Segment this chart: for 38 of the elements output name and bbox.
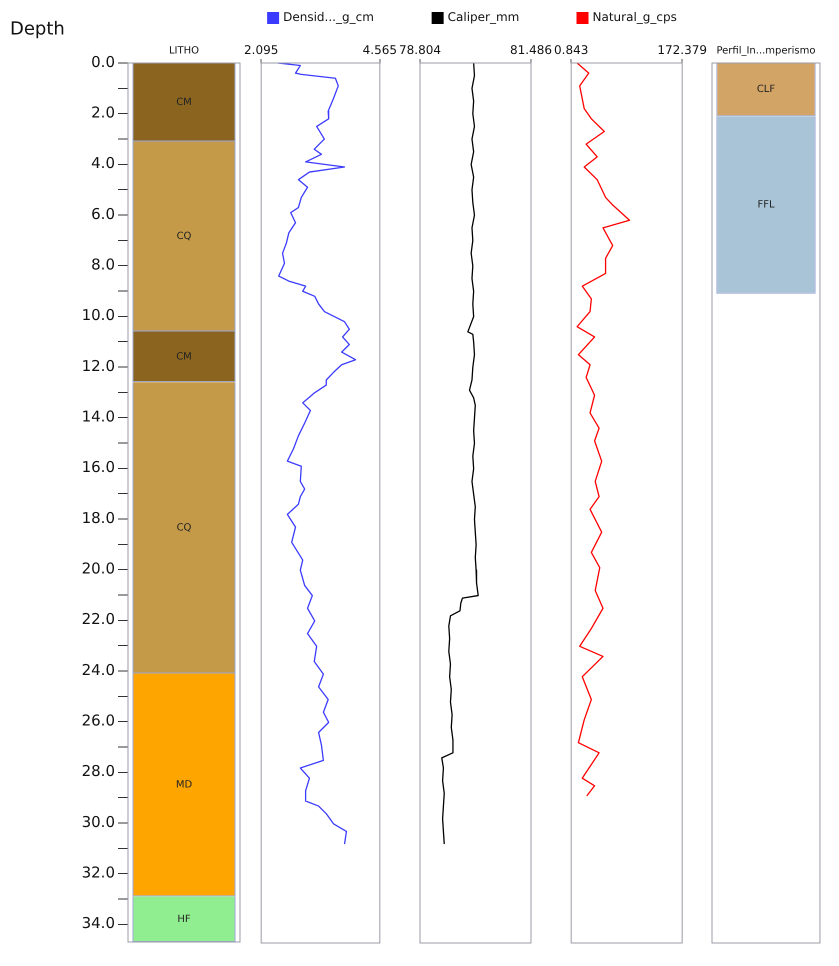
x-tick-label: 81.486 xyxy=(510,42,552,57)
x-tick-label: Perfil_In...mperismo xyxy=(716,46,816,57)
x-tick-label: 0.843 xyxy=(554,42,588,57)
y-axis-title: Depth xyxy=(10,18,65,40)
y-tick-label: 10.0 xyxy=(82,306,115,324)
series-label: HF xyxy=(177,914,191,925)
y-tick-label: 0.0 xyxy=(91,52,115,71)
legend-label: Caliper_mm xyxy=(448,10,520,24)
y-tick-label: 2.0 xyxy=(91,104,115,122)
series-label: CLF xyxy=(756,84,776,96)
y-tick-label: 32.0 xyxy=(82,863,115,882)
series-label: CM xyxy=(176,97,192,108)
x-tick-label: 2.095 xyxy=(244,42,278,57)
y-tick-label: 30.0 xyxy=(82,812,115,831)
y-tick-label: 34.0 xyxy=(82,914,115,932)
series-label: CQ xyxy=(176,522,192,534)
y-tick-label: 20.0 xyxy=(82,560,115,578)
x-tick-label: 172.379 xyxy=(657,42,707,57)
x-tick-label: LITHO xyxy=(168,46,200,57)
y-tick-label: 12.0 xyxy=(82,356,115,375)
y-tick-label: 24.0 xyxy=(82,660,115,679)
y-tick-label: 18.0 xyxy=(82,508,115,527)
series-label: MD xyxy=(176,780,192,791)
series-label: CQ xyxy=(176,231,192,242)
y-tick-label: 14.0 xyxy=(82,408,115,426)
y-tick-label: 26.0 xyxy=(82,712,115,730)
series-label: CM xyxy=(176,351,192,362)
x-tick-label: 4.565 xyxy=(362,42,398,57)
y-tick-label: 4.0 xyxy=(91,154,115,172)
y-tick-label: 16.0 xyxy=(82,458,115,476)
x-tick-label: 78.804 xyxy=(398,42,441,57)
y-tick-label: 8.0 xyxy=(91,256,115,274)
legend-label: Natural_g_cps xyxy=(592,10,677,24)
series-label: FFL xyxy=(757,200,775,211)
legend-label: Densid..._g_cm xyxy=(283,10,374,24)
y-tick-label: 28.0 xyxy=(82,762,115,780)
y-tick-label: 22.0 xyxy=(82,610,115,628)
y-tick-label: 6.0 xyxy=(91,204,115,223)
